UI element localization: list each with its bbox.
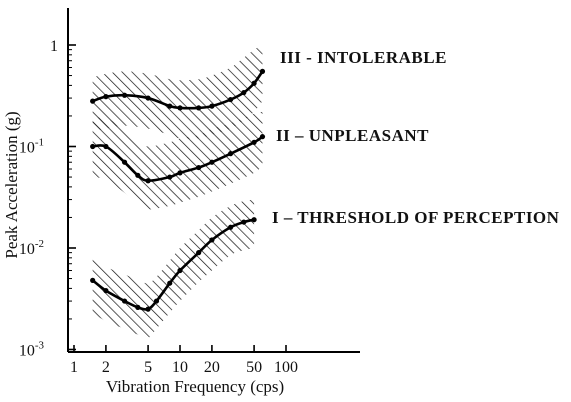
series-label-3: I – THRESHOLD OF PERCEPTION xyxy=(272,208,560,227)
data-point-1-9 xyxy=(227,96,234,103)
data-point-2-11 xyxy=(251,139,257,145)
x-axis-title: Vibration Frequency (cps) xyxy=(106,377,284,396)
data-point-2-7 xyxy=(177,170,183,176)
data-point-2-2 xyxy=(103,143,109,150)
data-point-2-1 xyxy=(90,143,96,150)
data-point-2-12 xyxy=(259,134,266,140)
data-point-1-3 xyxy=(121,92,128,98)
data-point-3-1 xyxy=(90,277,96,283)
data-point-3-12 xyxy=(241,219,247,225)
data-point-1-7 xyxy=(196,105,202,111)
data-point-1-2 xyxy=(103,94,109,100)
data-point-3-7 xyxy=(167,280,173,286)
band-1 xyxy=(92,45,263,139)
data-point-2-4 xyxy=(135,172,141,178)
x-tick-label-5: 20 xyxy=(204,359,220,376)
data-point-1-1 xyxy=(90,98,96,104)
data-point-2-5 xyxy=(145,178,151,184)
data-point-3-4 xyxy=(135,304,141,310)
x-tick-label-1: 1 xyxy=(70,359,78,376)
data-point-1-8 xyxy=(209,103,215,109)
x-tick-label-4: 10 xyxy=(172,359,188,376)
data-point-2-8 xyxy=(196,164,202,171)
y-tick-label-2: 10-2 xyxy=(19,238,44,258)
data-point-3-5 xyxy=(145,306,151,312)
data-point-2-9 xyxy=(209,159,215,165)
data-point-3-10 xyxy=(209,237,215,243)
series-label-1: III - INTOLERABLE xyxy=(280,48,447,67)
y-tick-label-3: 10-1 xyxy=(19,137,44,157)
data-point-2-10 xyxy=(227,151,234,157)
data-point-1-6 xyxy=(177,105,183,111)
data-point-3-13 xyxy=(251,217,257,223)
lines-layer xyxy=(90,68,266,312)
data-point-3-11 xyxy=(227,224,234,230)
x-tick-label-3: 5 xyxy=(144,359,152,376)
data-point-3-9 xyxy=(196,250,202,256)
data-point-1-5 xyxy=(167,103,173,109)
data-point-3-3 xyxy=(121,298,128,304)
data-point-3-6 xyxy=(153,298,160,304)
x-tick-label-7: 100 xyxy=(274,359,298,376)
data-point-2-3 xyxy=(121,159,128,165)
x-tick-label-6: 50 xyxy=(246,359,262,376)
x-tick-label-2: 2 xyxy=(102,359,110,376)
band-3 xyxy=(92,199,255,339)
data-point-3-8 xyxy=(177,267,183,274)
data-point-3-2 xyxy=(103,288,109,294)
y-axis-title: Peak Acceleration (g) xyxy=(2,111,21,258)
data-point-1-11 xyxy=(251,80,257,86)
labels-layer: III - INTOLERABLE II – UNPLEASANT I – THRE… xyxy=(272,48,560,227)
data-point-1-10 xyxy=(241,89,247,96)
data-point-2-6 xyxy=(167,174,173,180)
data-point-1-12 xyxy=(259,68,266,74)
series-label-2: II – UNPLEASANT xyxy=(276,126,429,145)
y-tick-label-4: 1 xyxy=(50,38,58,55)
data-point-1-4 xyxy=(145,95,151,101)
band-2 xyxy=(92,111,263,210)
y-tick-label-1: 10-3 xyxy=(19,340,45,360)
bands-layer xyxy=(92,45,263,339)
